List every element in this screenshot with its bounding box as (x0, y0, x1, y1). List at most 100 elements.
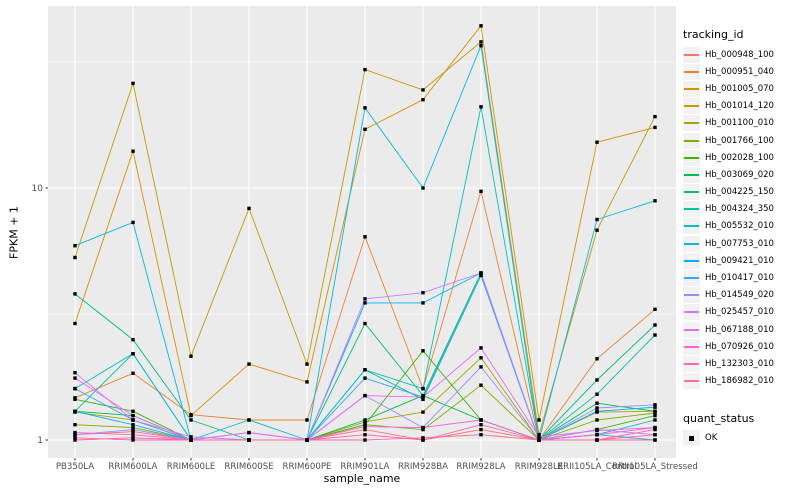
legend-key-line-icon (683, 115, 700, 132)
data-point-marker (189, 418, 193, 422)
data-point-marker (363, 67, 367, 72)
data-point-marker (247, 362, 251, 366)
data-point-marker (653, 418, 657, 422)
legend-entry-label: Hb_009421_010 (705, 255, 774, 266)
data-point-marker (363, 418, 367, 422)
legend-entry-label: OK (705, 433, 718, 444)
x-tick-label: RRIM928LA (456, 462, 505, 472)
legend: tracking_id Hb_000948_100 Hb_000951_040 Hb… (683, 28, 800, 447)
legend-entry: Hb_000951_040 (683, 63, 800, 80)
data-point-marker (653, 114, 657, 119)
ok-square-marker-icon (689, 436, 694, 441)
data-point-marker (73, 292, 77, 296)
legend-entry-label: Hb_014549_020 (705, 290, 774, 301)
data-point-marker (421, 88, 425, 92)
legend-key-line-icon (683, 218, 700, 235)
legend-entry-label: Hb_070926_010 (705, 341, 774, 352)
data-point-marker (363, 393, 367, 398)
data-point-marker (421, 410, 425, 414)
data-point-marker (479, 271, 483, 275)
legend-entry-label: Hb_001100_010 (705, 118, 774, 129)
legend-entry-label: Hb_003069_020 (705, 169, 774, 180)
data-point-marker (73, 433, 77, 437)
data-point-marker (421, 349, 425, 353)
legend-title-tracking-id: tracking_id (683, 28, 744, 41)
legend-key-line-icon (683, 80, 700, 97)
legend-entry-ok: OK (683, 430, 800, 447)
data-point-marker (653, 403, 657, 407)
data-point-marker (479, 418, 483, 422)
x-tick-label: RRIM928LE (515, 462, 564, 472)
data-point-marker (653, 425, 657, 430)
data-point-marker (479, 189, 483, 193)
data-point-marker (595, 217, 599, 222)
data-point-marker (363, 297, 367, 301)
legend-entry-label: Hb_001014_120 (705, 101, 774, 112)
legend-entry: Hb_001014_120 (683, 98, 800, 115)
data-point-marker (363, 423, 367, 427)
data-point-marker (479, 356, 483, 360)
data-point-marker (363, 235, 367, 239)
y-tick-label: 1 (37, 436, 43, 446)
x-tick-label: RRIM600PE (283, 462, 332, 472)
legend-entry: Hb_132303_010 (683, 355, 800, 372)
legend-key-line-icon (683, 149, 700, 166)
data-point-marker (363, 424, 367, 429)
data-point-marker (131, 427, 135, 432)
data-point-marker (479, 383, 483, 387)
data-point-marker (131, 438, 135, 442)
data-point-marker (131, 418, 135, 422)
data-point-marker (363, 376, 367, 380)
data-point-marker (653, 307, 657, 311)
legend-key-line-icon (683, 201, 700, 218)
data-point-marker (131, 352, 135, 356)
data-point-marker (595, 357, 599, 361)
data-point-marker (653, 438, 657, 442)
data-point-marker (595, 428, 599, 433)
x-tick-label: RRIM600LE (167, 462, 216, 472)
legend-entry: Hb_070926_010 (683, 338, 800, 355)
quant-status-key (683, 430, 700, 447)
data-point-marker (479, 105, 483, 109)
legend-entry-label: Hb_010417_010 (705, 273, 774, 284)
x-axis-title: sample_name (323, 472, 401, 485)
x-tick-label: RRII105LA_Control (557, 462, 637, 472)
data-point-marker (247, 206, 251, 211)
data-point-marker (479, 40, 483, 44)
data-point-marker (653, 199, 657, 203)
data-point-marker (653, 409, 657, 413)
data-point-marker (653, 427, 657, 432)
panel-background (48, 6, 676, 458)
data-point-marker (305, 438, 309, 442)
data-point-marker (305, 418, 309, 422)
legend-key-line-icon (683, 270, 700, 287)
data-point-marker (595, 418, 599, 422)
data-point-marker (421, 436, 425, 440)
legend-key-line-icon (683, 252, 700, 269)
data-point-marker (131, 423, 135, 427)
data-point-marker (363, 127, 367, 131)
data-point-marker (73, 371, 77, 375)
legend-entry: Hb_009421_010 (683, 252, 800, 269)
data-point-marker (73, 244, 77, 248)
data-point-marker (363, 301, 367, 305)
data-point-marker (363, 106, 367, 110)
data-point-marker (479, 423, 483, 427)
legend-entry-label: Hb_132303_010 (705, 358, 774, 369)
legend-entry: Hb_186982_010 (683, 373, 800, 390)
x-tick-label: RRIM901LA (340, 462, 389, 472)
legend-entry-label: Hb_007753_010 (705, 238, 774, 249)
data-point-marker (421, 438, 425, 442)
legend-key-line-icon (683, 321, 700, 338)
data-point-marker (363, 438, 367, 442)
legend-entry: Hb_001005_070 (683, 80, 800, 97)
data-point-marker (421, 291, 425, 295)
data-point-marker (479, 24, 483, 28)
legend-entry-label: Hb_001005_070 (705, 83, 774, 94)
data-point-marker (479, 427, 483, 432)
data-point-marker (595, 438, 599, 442)
x-tick-label: RRIM928BA (398, 462, 448, 472)
legend-entry: Hb_002028_100 (683, 149, 800, 166)
data-point-marker (479, 365, 483, 369)
legend-entry-label: Hb_000951_040 (705, 66, 774, 77)
